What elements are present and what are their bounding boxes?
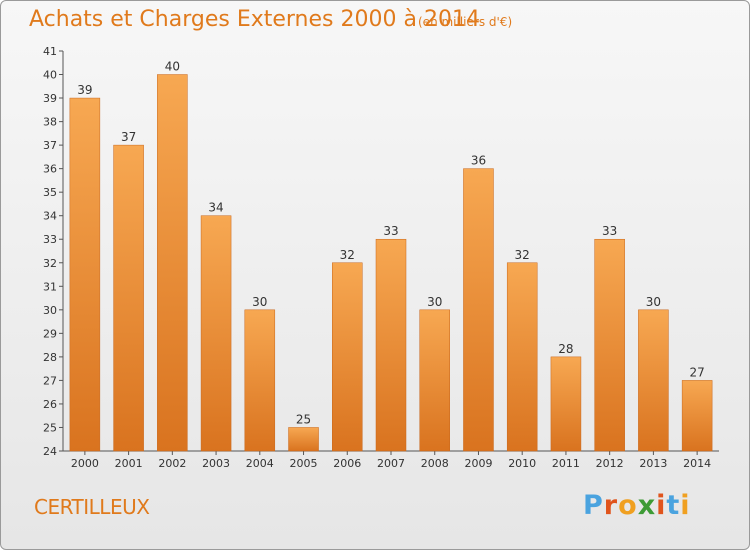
proxiti-logo[interactable]: Proxiti — [583, 490, 691, 521]
value-label-2014: 27 — [689, 365, 704, 379]
value-label-2007: 33 — [383, 224, 398, 238]
x-tick-label-2010: 2010 — [508, 457, 536, 470]
y-tick-label: 25 — [43, 421, 57, 434]
x-tick-label-2007: 2007 — [377, 457, 405, 470]
value-label-2006: 32 — [340, 248, 355, 262]
chart-bars — [69, 74, 713, 452]
bar-2006 — [332, 262, 363, 452]
chart-subtitle: (en milliers d'€) — [418, 15, 513, 29]
bar-2004 — [244, 309, 276, 452]
bar-2011 — [550, 356, 582, 452]
x-tick-label-2004: 2004 — [246, 457, 274, 470]
value-label-2003: 34 — [208, 201, 223, 215]
y-tick-label: 33 — [43, 233, 57, 246]
x-tick-label-2005: 2005 — [290, 457, 318, 470]
y-tick-label: 24 — [43, 445, 57, 458]
bar-2007 — [375, 238, 407, 452]
x-tick-label-2002: 2002 — [158, 457, 186, 470]
y-tick-label: 27 — [43, 374, 57, 387]
x-tick-label-2014: 2014 — [683, 457, 711, 470]
y-tick-label: 36 — [43, 163, 57, 176]
x-tick-label-2000: 2000 — [71, 457, 99, 470]
logo-letter: x — [637, 490, 657, 521]
y-tick-label: 35 — [43, 186, 57, 199]
logo-letter: P — [583, 490, 604, 521]
value-label-2012: 33 — [602, 224, 617, 238]
bar-2005 — [288, 427, 319, 452]
y-tick-label: 32 — [43, 257, 57, 270]
bar-2012 — [594, 238, 625, 452]
value-label-2010: 32 — [515, 248, 530, 262]
bar-2003 — [200, 215, 232, 452]
bar-2000 — [69, 97, 101, 452]
y-tick-label: 37 — [43, 139, 57, 152]
y-tick-label: 29 — [43, 327, 57, 340]
chart-axes: 24 25 26 27 28 29 30 31 32 33 34 35 36 37 38 39 40 41 2000… — [43, 45, 719, 470]
y-tick-label: 39 — [43, 92, 57, 105]
y-tick-label: 26 — [43, 398, 57, 411]
value-label-2008: 30 — [427, 295, 442, 309]
chart-title: Achats et Charges Externes 2000 à 2014 — [29, 7, 480, 32]
y-tick-label: 30 — [43, 304, 57, 317]
bar-2008 — [419, 309, 450, 452]
y-tick-label: 28 — [43, 351, 57, 364]
bar-2002 — [157, 74, 188, 452]
x-tick-label-2001: 2001 — [115, 457, 143, 470]
value-label-2004: 30 — [252, 295, 267, 309]
y-tick-label: 38 — [43, 116, 57, 129]
value-label-2013: 30 — [646, 295, 661, 309]
x-tick-label-2013: 2013 — [639, 457, 667, 470]
value-label-2002: 40 — [165, 60, 180, 74]
value-label-2005: 25 — [296, 412, 311, 426]
logo-letter: i — [656, 490, 667, 521]
bar-2010 — [506, 262, 538, 452]
value-label-2011: 28 — [558, 342, 573, 356]
bar-2001 — [113, 144, 144, 452]
logo-letter: o — [618, 490, 638, 521]
y-tick-label: 41 — [43, 45, 57, 58]
x-tick-label-2008: 2008 — [421, 457, 449, 470]
logo-letter: t — [666, 490, 681, 521]
x-tick-label-2011: 2011 — [552, 457, 580, 470]
bar-2009 — [463, 168, 494, 452]
y-tick-label: 40 — [43, 69, 57, 82]
value-label-2001: 37 — [121, 130, 136, 144]
y-tick-label: 34 — [43, 210, 57, 223]
logo-letter: i — [680, 490, 691, 521]
bar-2014 — [681, 380, 713, 452]
x-tick-label-2006: 2006 — [333, 457, 361, 470]
y-tick-label: 31 — [43, 280, 57, 293]
x-tick-label-2009: 2009 — [464, 457, 492, 470]
location-name: CERTILLEUX — [34, 495, 150, 519]
x-tick-label-2012: 2012 — [596, 457, 624, 470]
bar-2013 — [638, 309, 669, 452]
x-tick-label-2003: 2003 — [202, 457, 230, 470]
value-label-2009: 36 — [471, 154, 486, 168]
chart-value-labels: 39 37 40 34 30 25 32 33 30 36 32 28 33 30 27 — [77, 60, 705, 427]
logo-letter: r — [603, 490, 619, 521]
value-label-2000: 39 — [77, 83, 92, 97]
